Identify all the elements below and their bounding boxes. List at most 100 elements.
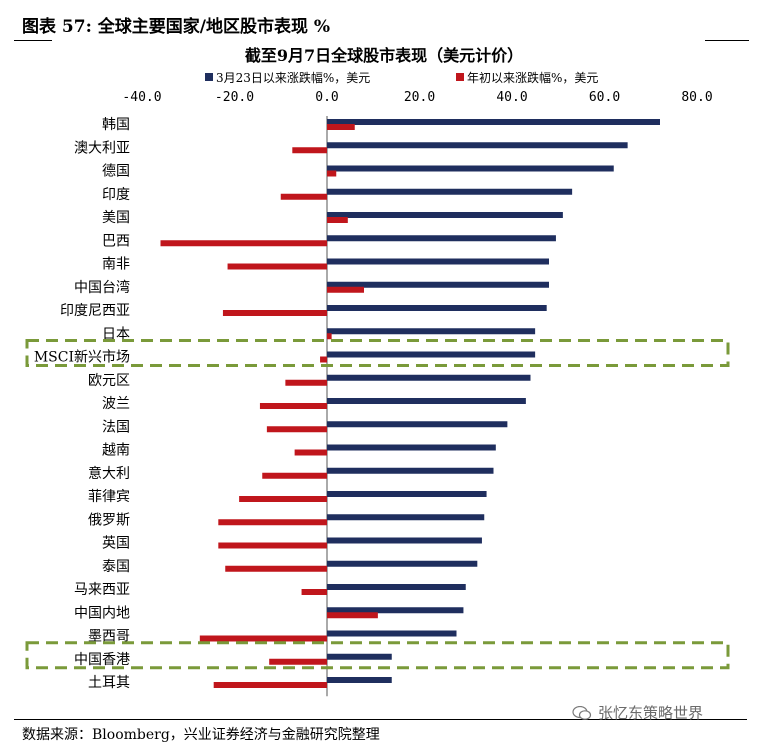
- bar-series-2: [213, 682, 327, 688]
- category-label: MSCI新兴市场: [34, 349, 130, 366]
- highlight-box: [25, 641, 730, 670]
- bar-series-2: [327, 217, 348, 223]
- bar-series-1: [327, 491, 487, 497]
- legend: 3月23日以来涨跌幅%，美元 年初以来涨跌幅%，美元: [205, 70, 598, 85]
- category-label: 澳大利亚: [74, 140, 130, 156]
- bar-series-1: [327, 607, 464, 614]
- legend-label-series-1: 3月23日以来涨跌幅%，美元: [216, 70, 370, 85]
- bar-series-2: [259, 403, 327, 409]
- bar-series-1: [327, 584, 466, 590]
- category-label: 韩国: [102, 117, 130, 133]
- category-label: 中国内地: [74, 605, 130, 621]
- category-label: 马来西亚: [74, 582, 130, 598]
- bar-series-1: [327, 258, 549, 265]
- bar-series-2: [199, 635, 327, 642]
- bar-series-2: [262, 472, 327, 479]
- highlight-boxes: [25, 339, 730, 670]
- chart-title: 截至9月7日全球股市表现（美元计价）: [245, 46, 523, 65]
- bar-series-2: [327, 333, 332, 340]
- bar-series-2: [280, 193, 327, 200]
- title-rule-left: [14, 40, 52, 41]
- legend-label-series-2: 年初以来涨跌幅%，美元: [467, 70, 598, 85]
- category-label: 巴西: [102, 233, 130, 249]
- x-tick-label: 0.0: [315, 90, 338, 105]
- bars: [160, 116, 660, 697]
- bar-series-1: [327, 421, 508, 428]
- bar-series-2: [301, 589, 327, 595]
- bar-series-1: [327, 142, 628, 149]
- x-axis-ticks: -40.0 -20.0 0.0 20.0 40.0 60.0 80.0: [122, 90, 712, 105]
- category-label: 土耳其: [88, 675, 130, 691]
- bar-series-1: [327, 374, 531, 381]
- bar-series-2: [292, 147, 327, 154]
- bar-series-1: [327, 351, 536, 358]
- footer-rule: [14, 719, 747, 720]
- x-tick-label: 20.0: [404, 90, 435, 105]
- bar-series-1: [327, 444, 496, 451]
- category-label: 俄罗斯: [88, 512, 130, 528]
- bar-series-1: [327, 398, 526, 404]
- watermark-text: 张忆东策略世界: [598, 704, 704, 722]
- bar-series-1: [327, 467, 494, 474]
- bar-series-1: [327, 165, 614, 172]
- bar-series-1: [327, 560, 478, 567]
- category-label: 中国台湾: [74, 279, 130, 296]
- title-rule-right: [705, 40, 749, 41]
- bar-series-2: [225, 565, 327, 572]
- bar-series-1: [327, 514, 485, 521]
- bar-series-2: [269, 658, 327, 665]
- category-label: 泰国: [102, 559, 130, 575]
- bar-series-2: [266, 426, 327, 433]
- bar-series-2: [218, 519, 327, 526]
- category-label: 菲律宾: [88, 489, 130, 505]
- bar-series-1: [327, 119, 660, 125]
- category-label: 英国: [102, 535, 130, 552]
- bar-series-1: [327, 677, 392, 683]
- category-label: 欧元区: [88, 373, 130, 389]
- x-tick-label: -20.0: [215, 90, 254, 105]
- bar-series-2: [327, 286, 364, 293]
- bar-series-2: [218, 542, 327, 549]
- bar-series-1: [327, 281, 549, 288]
- category-label: 中国香港: [74, 652, 130, 668]
- category-label: 法国: [102, 419, 130, 435]
- bar-series-2: [160, 240, 327, 247]
- bar-series-1: [327, 537, 482, 544]
- bar-series-2: [294, 449, 327, 456]
- bar-series-2: [285, 379, 327, 386]
- legend-swatch-series-2: [456, 73, 464, 81]
- category-label: 美国: [102, 210, 130, 226]
- category-label: 印度尼西亚: [60, 303, 130, 319]
- bar-series-2: [327, 124, 355, 130]
- category-label: 墨西哥: [88, 629, 130, 645]
- category-label: 德国: [102, 164, 130, 180]
- bar-series-2: [227, 263, 327, 270]
- bar-series-1: [327, 235, 556, 242]
- wechat-icon: [572, 705, 592, 720]
- watermark: 张忆东策略世界: [572, 702, 703, 723]
- highlight-box: [25, 339, 730, 367]
- bar-series-1: [327, 653, 392, 660]
- x-tick-label: 40.0: [496, 90, 527, 105]
- bar-series-1: [327, 188, 573, 195]
- x-tick-label: -40.0: [122, 90, 161, 105]
- bar-series-2: [327, 170, 337, 177]
- category-label: 越南: [102, 443, 130, 459]
- bar-series-2: [320, 356, 327, 363]
- bar-series-2: [327, 612, 378, 619]
- bar-series-2: [222, 310, 327, 316]
- bar-series-1: [327, 328, 536, 335]
- category-label: 日本: [102, 326, 130, 342]
- bar-series-2: [239, 496, 327, 502]
- category-label: 南非: [102, 257, 130, 273]
- category-label: 波兰: [102, 396, 130, 412]
- category-label: 意大利: [88, 465, 130, 482]
- figure-title: 图表 57: 全球主要国家/地区股市表现 %: [22, 17, 331, 37]
- bar-series-1: [327, 212, 563, 218]
- category-label: 印度: [102, 187, 130, 203]
- legend-swatch-series-1: [205, 73, 213, 81]
- source-note: 数据来源：Bloomberg，兴业证券经济与金融研究院整理: [22, 727, 380, 743]
- x-tick-label: 60.0: [589, 90, 620, 105]
